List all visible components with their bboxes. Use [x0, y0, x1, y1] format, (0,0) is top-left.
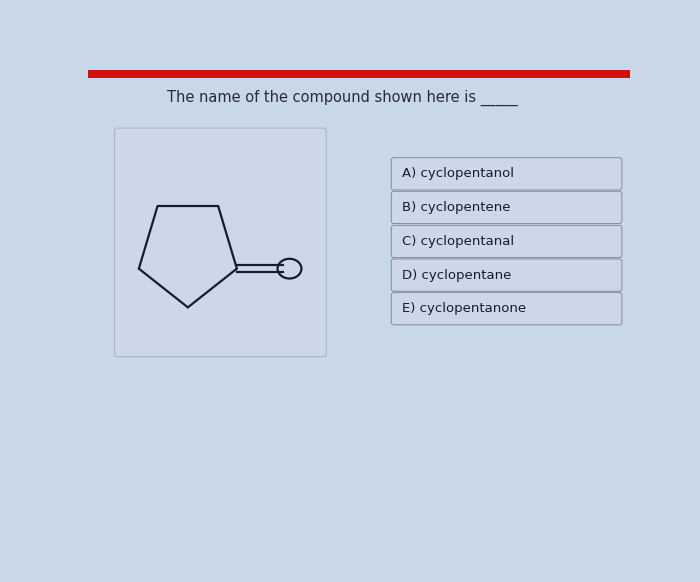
- Bar: [88, 70, 630, 78]
- Text: The name of the compound shown here is _____: The name of the compound shown here is _…: [167, 90, 518, 106]
- FancyBboxPatch shape: [391, 293, 622, 325]
- Text: B) cyclopentene: B) cyclopentene: [402, 201, 510, 214]
- FancyBboxPatch shape: [391, 191, 622, 223]
- Text: A) cyclopentanol: A) cyclopentanol: [402, 167, 514, 180]
- FancyBboxPatch shape: [391, 259, 622, 291]
- FancyBboxPatch shape: [391, 225, 622, 258]
- Text: D) cyclopentane: D) cyclopentane: [402, 268, 512, 282]
- FancyBboxPatch shape: [391, 158, 622, 190]
- Text: E) cyclopentanone: E) cyclopentanone: [402, 302, 526, 315]
- Text: C) cyclopentanal: C) cyclopentanal: [402, 235, 514, 248]
- FancyBboxPatch shape: [115, 128, 326, 357]
